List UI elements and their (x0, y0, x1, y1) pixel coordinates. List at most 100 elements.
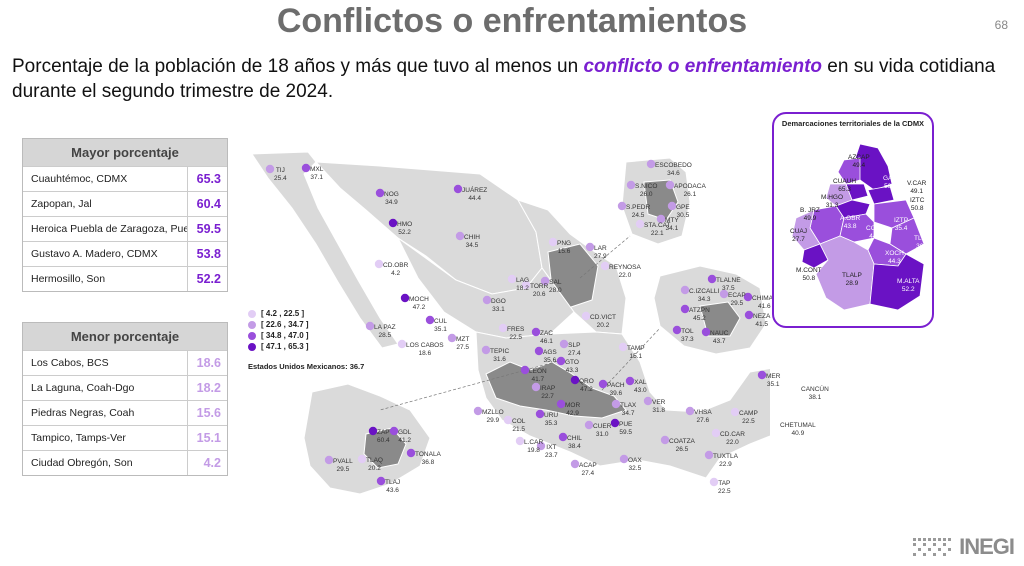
city-value: 29.9 (486, 416, 500, 424)
cdmx-label-name: M.ALTA (897, 278, 920, 285)
inegi-logo: INEGI (913, 534, 1015, 560)
cdmx-label: AZCAP 49.4 (848, 154, 870, 169)
city-dot (600, 261, 610, 271)
city-label: URU 35.3 (544, 412, 558, 427)
row-name: La Laguna, Coah-Dgo (31, 382, 135, 394)
cdmx-label-value: 53.8 (884, 182, 897, 190)
city-value: 52.2 (398, 228, 411, 236)
city-dot (559, 339, 569, 349)
city-name: OAX (628, 457, 642, 464)
city-name: CANCÚN (801, 386, 829, 393)
cdmx-label: M.ALTA 52.2 (897, 278, 920, 293)
city-dot (643, 396, 653, 406)
city-label: LAG 18.2 (516, 277, 529, 292)
city-value: 26.5 (675, 445, 689, 453)
city-value: 43.0 (634, 386, 647, 394)
city-label: TOL 37.3 (681, 328, 694, 343)
row-value: 18.2 (187, 376, 227, 400)
city-label: L.CAR 19.8 (524, 439, 543, 454)
city-dot (585, 242, 595, 252)
city-label: OAX 32.5 (628, 457, 642, 472)
subtitle-text: Porcentaje de la población de 18 años y … (12, 56, 584, 77)
cdmx-label: A.OBR 43.8 (840, 215, 860, 230)
city-name: CHIL (567, 435, 582, 442)
row-value: 60.4 (187, 192, 227, 216)
map-legend: [ 4.2 , 22.5 ] [ 22.6 , 34.7 ] [ 34.8 , … (248, 308, 309, 352)
city-value: 35.1 (434, 325, 447, 333)
cdmx-label-name: IZTP (894, 217, 909, 224)
row-value: 53.8 (187, 242, 227, 266)
city-label: STA.CAT 22.1 (644, 222, 670, 237)
city-value: 27.4 (581, 469, 595, 477)
city-name: ESCOBEDO (655, 162, 692, 169)
city-label: MZLLO 29.9 (482, 409, 504, 424)
cdmx-label: B. JRZ 49.9 (800, 207, 820, 222)
city-label: MZT 27.5 (456, 336, 469, 351)
legend-item: [ 4.2 , 22.5 ] (248, 308, 309, 319)
city-dot (388, 218, 398, 228)
city-dot (447, 333, 457, 343)
table-row: Piedras Negras, Coah 15.6 (23, 400, 227, 425)
city-label: GPE 30.5 (676, 204, 690, 219)
row-value: 52.2 (187, 267, 227, 291)
row-name: Tampico, Tamps-Ver (31, 432, 126, 444)
city-name: CD.OBR (383, 262, 409, 269)
city-name: LAR (594, 245, 607, 252)
city-dot (556, 356, 566, 366)
cdmx-label-value: 44.4 (869, 232, 882, 240)
city-dot (704, 450, 714, 460)
city-label: LAR 27.9 (594, 245, 607, 260)
city-name: TLAJ (385, 479, 401, 486)
cdmx-label: IZTP 35.4 (894, 217, 908, 232)
city-value: 35.1 (766, 380, 780, 388)
legend-item: [ 22.6 , 34.7 ] (248, 319, 309, 330)
city-value: 32.5 (628, 464, 642, 472)
city-value: 22.9 (719, 460, 732, 468)
city-name: TOL (681, 328, 694, 335)
city-value: 22.0 (726, 438, 739, 446)
cdmx-label: COYO 44.4 (866, 225, 885, 240)
city-name: NEZA (753, 313, 771, 320)
city-name: QRO (579, 378, 594, 385)
city-name: CHETUMAL (780, 422, 816, 429)
table-row: Los Cabos, BCS 18.6 (23, 350, 227, 375)
city-name: MZT (456, 336, 470, 343)
city-value: 39.6 (609, 389, 623, 397)
legend-label: [ 47.1 , 65.3 ] (261, 342, 309, 351)
cdmx-label: CUAUH 65.3 (833, 178, 856, 193)
city-value: 37.3 (681, 335, 694, 343)
inset-connector-vm (601, 327, 661, 391)
city-label: SAL 28.0 (549, 279, 562, 294)
city-value: 23.7 (545, 451, 558, 459)
city-dot (368, 426, 378, 436)
city-name: CD.CAR (720, 431, 745, 438)
city-value: 45.2 (693, 314, 706, 322)
city-name: XAL (634, 379, 647, 386)
city-dot (535, 409, 545, 419)
page-title: Conflictos o enfrentamientos (276, 2, 748, 40)
city-name: COL (512, 418, 526, 425)
row-name: Cuauhtémoc, CDMX (31, 173, 128, 185)
city-dot (520, 365, 530, 375)
row-name: Hermosillo, Son (31, 273, 106, 285)
city-name: CUL (434, 318, 448, 325)
city-name: TAMP (627, 345, 645, 352)
city-label: GDL 41.2 (398, 429, 411, 444)
inset-connector-mty (579, 235, 631, 279)
city-dot (365, 321, 375, 331)
city-dot (581, 311, 591, 321)
city-dot (611, 399, 621, 409)
city-value: 59.5 (619, 428, 633, 436)
city-name: PUE (619, 421, 633, 428)
table-row: Zapopan, Jal 60.4 (23, 191, 227, 216)
city-name: TLAX (620, 402, 637, 409)
city-name: REYNOSA (609, 264, 641, 271)
city-value: 28.0 (549, 286, 562, 294)
city-name: PVALL (333, 458, 353, 465)
subtitle-highlight: conflicto o enfrentamiento (583, 56, 823, 77)
city-dot (531, 327, 541, 337)
city-dot (743, 292, 753, 302)
cdmx-label-value: 36.6 (916, 242, 929, 250)
row-name: Gustavo A. Madero, CDMX (31, 248, 158, 260)
cdmx-label-value: 49.1 (910, 187, 923, 195)
